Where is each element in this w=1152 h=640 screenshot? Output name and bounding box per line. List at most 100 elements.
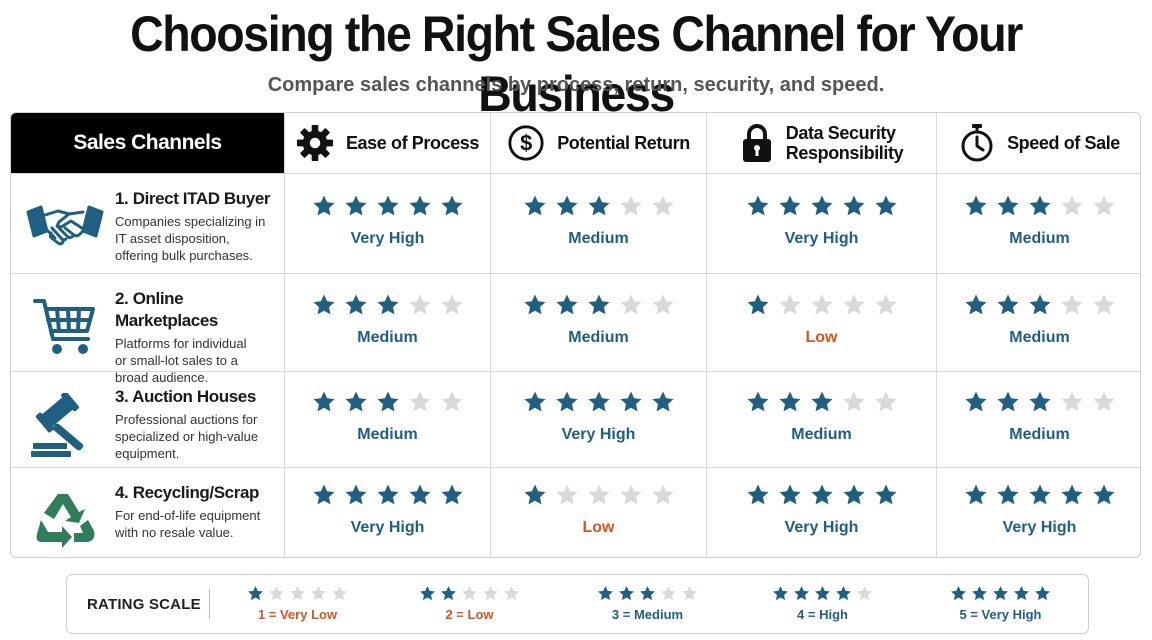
filled-star-icon (965, 195, 986, 215)
header-sales-channels: Sales Channels (11, 113, 285, 174)
rating-cell-potential-return: Very High (491, 372, 707, 468)
rating-cell-speed-of-sale: Very High (937, 468, 1140, 557)
channel-description-line: broad audience. (115, 370, 209, 385)
filled-star-icon (779, 484, 800, 505)
empty-star-icon (441, 294, 462, 314)
rating-label: Very High (350, 519, 425, 536)
channel-cell: 1. Direct ITAD Buyer Companies specializi… (11, 174, 285, 274)
empty-star-icon (1093, 391, 1114, 411)
filled-star-icon (1061, 484, 1082, 505)
legend-label: 3 = Medium (611, 607, 684, 622)
rating-cell-data-security: Medium (707, 372, 937, 468)
filled-star-icon (843, 484, 864, 505)
star-rating (312, 194, 464, 218)
filled-star-icon (836, 586, 851, 601)
svg-text:$: $ (520, 131, 532, 156)
recycle-icon (25, 482, 105, 557)
empty-star-icon (441, 391, 462, 411)
channel-cell: 4. Recycling/Scrap For end-of-life equipm… (11, 468, 285, 557)
filled-star-icon (345, 195, 366, 215)
channel-description-line: Professional auctions for (115, 412, 258, 427)
filled-star-icon (1093, 484, 1114, 505)
filled-star-icon (345, 484, 366, 505)
rating-cell-ease-of-process: Medium (285, 274, 491, 372)
star-rating (746, 194, 898, 218)
legend-divider (209, 589, 210, 619)
empty-star-icon (504, 586, 519, 601)
channel-name: 1. Direct ITAD Buyer (115, 189, 271, 208)
filled-star-icon (588, 391, 609, 411)
rating-cell-data-security: Very High (707, 174, 937, 274)
channel-description-line: offering bulk purchases. (115, 248, 253, 263)
empty-star-icon (857, 586, 872, 601)
channel-description-line: Companies specializing in (115, 214, 266, 229)
filled-star-icon (1029, 294, 1050, 314)
legend-label: 5 = Very High (959, 607, 1042, 622)
handshake-icon (25, 188, 105, 268)
filled-star-icon (652, 391, 673, 411)
header-data-security: Data Security Responsibility (707, 113, 937, 174)
filled-star-icon (875, 195, 896, 215)
header-speed-of-sale: Speed of Sale (937, 113, 1140, 174)
empty-star-icon (311, 586, 326, 601)
channel-name: 2. Online Marketplaces (115, 289, 218, 330)
rating-cell-speed-of-sale: Medium (937, 274, 1140, 372)
filled-star-icon (815, 586, 830, 601)
filled-star-icon (556, 294, 577, 314)
star-rating (523, 194, 675, 218)
header-speed-label: Speed of Sale (1007, 133, 1120, 153)
filled-star-icon (588, 195, 609, 215)
empty-star-icon (620, 195, 641, 215)
channel-description-line: or small-lot sales to a (115, 353, 238, 368)
star-rating (746, 483, 898, 507)
filled-star-icon (248, 586, 263, 601)
empty-star-icon (1061, 294, 1082, 314)
filled-star-icon (377, 484, 398, 505)
legend-item: 1 = Very Low (247, 585, 348, 622)
page-subtitle: Compare sales channels by process, retur… (267, 74, 885, 96)
filled-star-icon (619, 586, 634, 601)
channel-description-line: Platforms for individual (115, 336, 247, 351)
filled-star-icon (747, 294, 768, 314)
header-return-label: Potential Return (557, 133, 690, 153)
star-rating (523, 390, 675, 414)
filled-star-icon (524, 294, 545, 314)
rating-cell-potential-return: Low (491, 468, 707, 557)
rating-cell-potential-return: Medium (491, 174, 707, 274)
star-rating (419, 585, 520, 602)
filled-star-icon (965, 391, 986, 411)
rating-label: Medium (357, 425, 418, 443)
rating-label: Very High (784, 519, 859, 536)
rating-cell-ease-of-process: Very High (285, 174, 491, 274)
legend-label: 4 = High (797, 607, 848, 622)
filled-star-icon (951, 586, 966, 601)
rating-label: Medium (568, 229, 629, 247)
channel-cell: 3. Auction Houses Professional auctions f… (11, 372, 285, 468)
filled-star-icon (441, 195, 462, 215)
filled-star-icon (345, 391, 366, 411)
empty-star-icon (269, 586, 284, 601)
filled-star-icon (965, 484, 986, 505)
legend-item: 3 = Medium (597, 585, 698, 622)
legend-item: 2 = Low (419, 585, 520, 622)
rating-label: Low (805, 328, 838, 346)
rating-scale-title: RATING SCALE (87, 595, 201, 613)
legend-label: 1 = Very Low (257, 607, 338, 622)
star-rating (247, 585, 348, 602)
star-rating (772, 585, 873, 602)
filled-star-icon (811, 484, 832, 505)
filled-star-icon (972, 586, 987, 601)
rating-label: Medium (357, 328, 418, 346)
channel-description: Companies specializing in IT asset dispos… (115, 213, 270, 264)
empty-star-icon (409, 391, 430, 411)
filled-star-icon (377, 294, 398, 314)
filled-star-icon (1029, 484, 1050, 505)
stopwatch-icon (961, 124, 993, 162)
filled-star-icon (345, 294, 366, 314)
filled-star-icon (313, 484, 334, 505)
rating-label: Very High (561, 425, 636, 443)
channel-description-line: specialized or high-value (115, 429, 259, 444)
star-rating (312, 390, 464, 414)
channel-name: 4. Recycling/Scrap (115, 483, 259, 502)
channel-description-line: IT asset disposition, (115, 231, 230, 246)
